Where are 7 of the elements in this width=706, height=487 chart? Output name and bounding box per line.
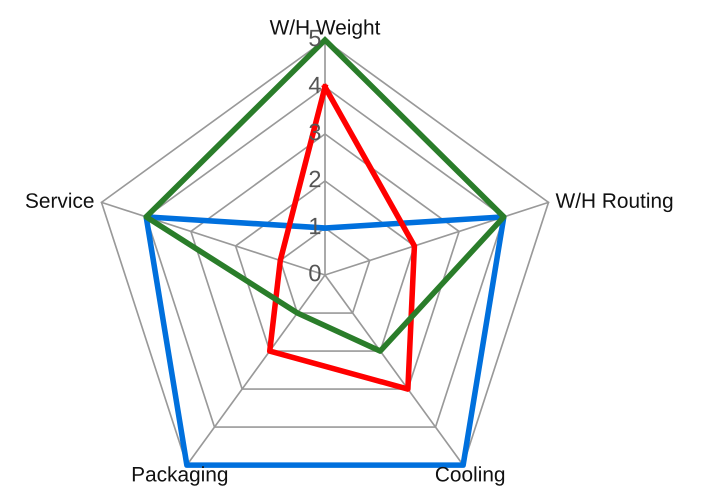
- y-tick-label: 3: [309, 124, 320, 140]
- spoke-label: Service: [26, 192, 94, 208]
- y-tick-label: 4: [308, 76, 321, 94]
- spoke-label: Cooling: [436, 466, 504, 486]
- spoke-label: Packaging: [132, 466, 228, 486]
- spoke-label: W/H Routing: [556, 192, 672, 212]
- y-tick-label: 2: [310, 170, 320, 188]
